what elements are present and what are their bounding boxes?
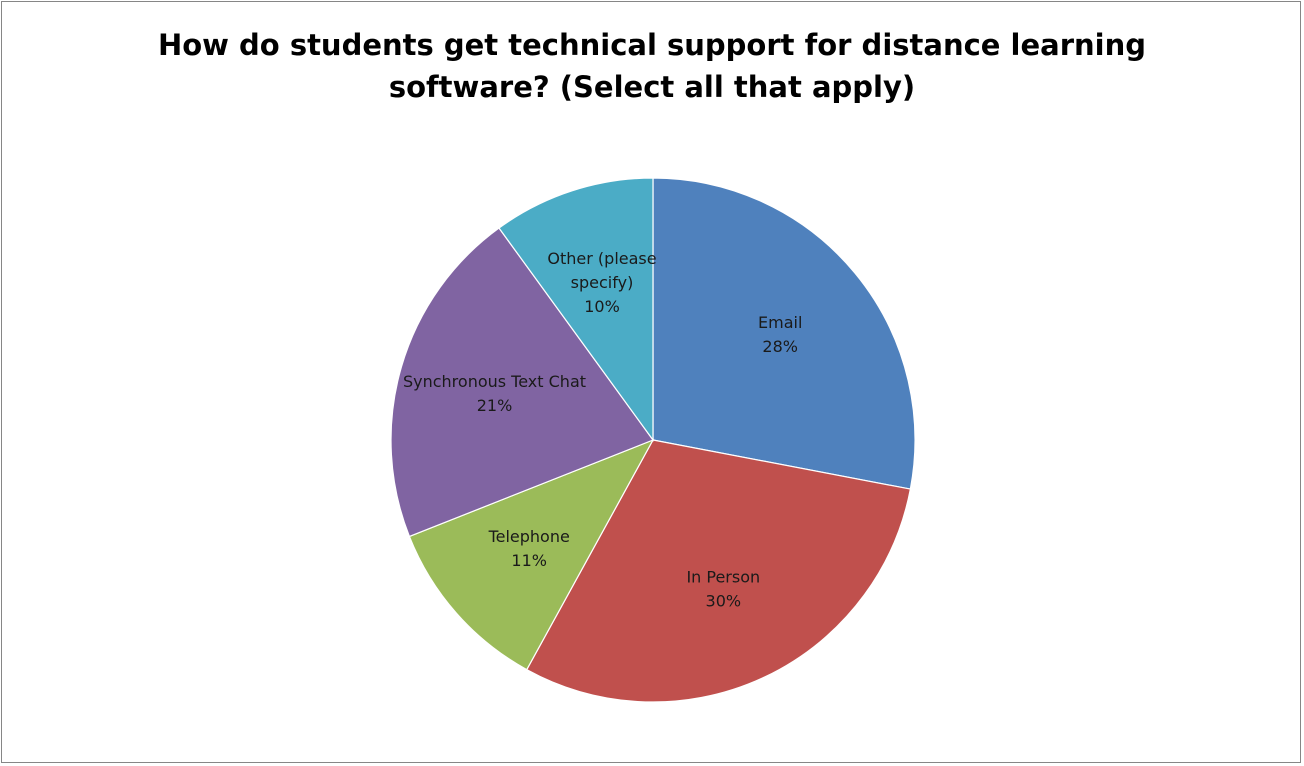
pie-slice-email [652,177,916,490]
chart-title: How do students get technical support fo… [2,24,1302,108]
slice-label-line: 30% [706,591,742,610]
slice-label-line: specify) [571,273,634,292]
pie-slice-other-please-specify [498,177,654,442]
slice-label-line: 28% [762,337,798,356]
slice-label-synchronous-text-chat: Synchronous Text Chat 21% [403,372,586,415]
pie-labels: Email 28% In Person 30% Telephone 11% Synchron… [403,249,802,610]
pie-slice-synchronous-text-chat [390,227,654,538]
slice-label-email: Email 28% [758,313,802,356]
slice-label-line: 11% [511,551,547,570]
slice-label-line: 10% [584,297,620,316]
chart-title-line-2: software? (Select all that apply) [388,70,916,104]
slice-label-line: In Person [686,567,760,586]
slice-label-in-person: In Person 30% [686,567,760,610]
slice-label-line: 21% [477,396,513,415]
slice-label-line: Other (please [547,249,656,268]
slice-label-telephone: Telephone 11% [488,527,570,570]
slice-label-line: Email [758,313,802,332]
slice-label-other-please-specify: Other (please specify) 10% [547,249,656,316]
slice-label-line: Synchronous Text Chat [403,372,586,391]
pie-slices [390,177,916,703]
pie-slice-in-person [525,439,912,703]
chart-title-line-1: How do students get technical support fo… [157,28,1147,62]
slice-label-line: Telephone [488,527,570,546]
pie-slice-telephone [408,438,655,671]
